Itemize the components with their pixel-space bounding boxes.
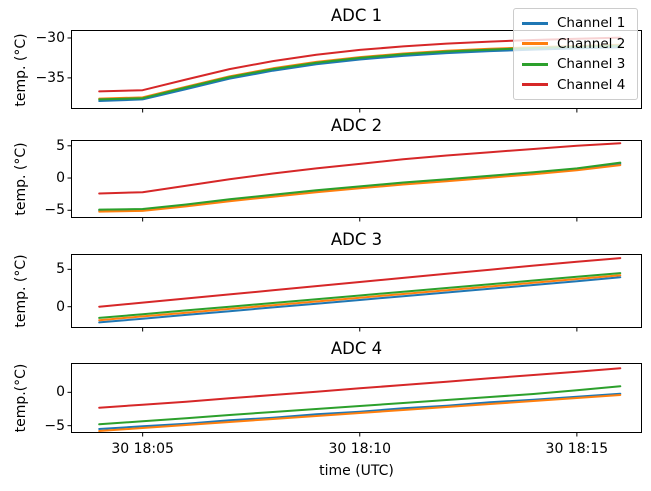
x-tick-label: 30 18:10 [328,441,392,457]
line-adc4-channel-4 [98,367,622,409]
y-tick-label-adc2: 5 [56,137,65,154]
axes-frame-adc2 [71,140,642,218]
legend: Channel 1 Channel 2 Channel 3 Channel 4 [513,8,638,100]
legend-line-swatch [522,42,548,46]
subplot-title-adc2: ADC 2 [330,116,383,135]
y-tick-label-adc1: −35 [35,69,65,86]
y-tick-label-adc1: −30 [35,29,65,46]
x-tick-label: 30 18:15 [545,441,609,457]
x-tick-label: 30 18:05 [111,441,174,457]
plot-area-adc4 [67,363,642,437]
subplot-title-adc4: ADC 4 [330,339,383,358]
subplot-title-adc3: ADC 3 [330,230,383,249]
line-adc4-channel-1 [98,392,622,430]
legend-item-channel-4: Channel 4 [522,77,629,93]
axes-frame-adc1 [71,30,642,109]
legend-line-swatch [522,83,548,87]
line-adc3-channel-4 [98,257,622,308]
legend-label: Channel 1 [557,15,626,32]
subplot-title-adc1: ADC 1 [330,6,383,25]
legend-label: Channel 3 [557,56,626,73]
legend-item-channel-3: Channel 3 [522,56,629,72]
axes-frame-adc4 [71,363,642,433]
line-adc3-channel-1 [98,276,622,324]
x-axis-label: time (UTC) [319,463,394,479]
line-adc4-channel-3 [98,385,622,426]
y-tick-label-adc3: 5 [56,261,65,278]
plot-area-adc2 [67,140,642,222]
y-tick-label-adc4: 0 [56,384,65,401]
line-adc4-channel-2 [98,394,622,432]
line-adc3-channel-2 [98,274,622,322]
line-adc3-channel-3 [98,272,622,319]
line-adc2-channel-4 [98,142,622,195]
y-tick-label-adc3: 0 [56,298,65,315]
plot-area-adc3 [67,254,642,332]
line-adc2-channel-3 [98,161,622,211]
y-tick-label-adc2: −5 [44,202,65,219]
line-adc2-channel-2 [98,164,622,213]
axes-frame-adc3 [71,254,642,328]
legend-item-channel-1: Channel 1 [522,15,629,31]
legend-label: Channel 4 [557,76,626,93]
legend-item-channel-2: Channel 2 [522,36,629,52]
y-tick-label-adc2: 0 [56,170,65,187]
legend-line-swatch [522,21,548,25]
y-tick-label-adc4: −5 [44,417,65,434]
legend-line-swatch [522,62,548,66]
legend-label: Channel 2 [557,35,626,52]
